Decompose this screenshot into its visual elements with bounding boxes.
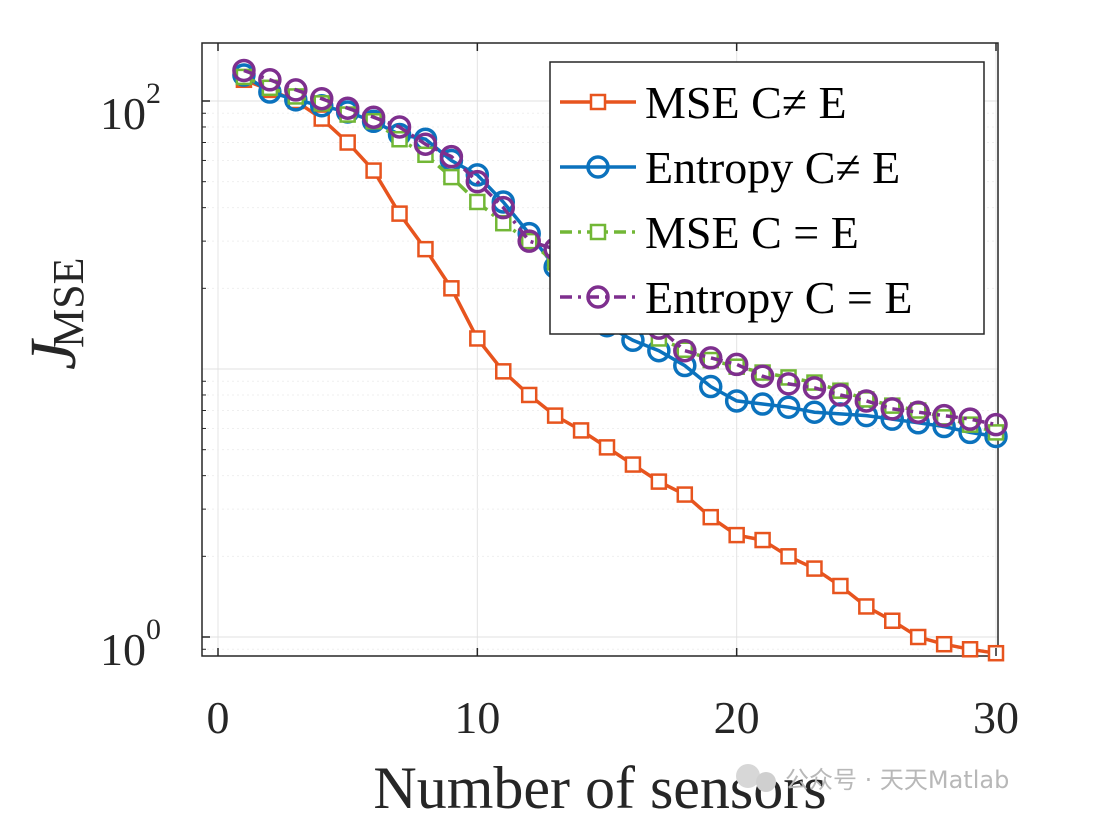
data-point (750, 392, 775, 416)
legend-label: MSE C≠ E (645, 77, 847, 128)
data-point (806, 560, 823, 577)
data-point (932, 403, 956, 428)
legend-marker (586, 285, 610, 309)
data-point (724, 352, 749, 377)
legend-entries: MSE C≠ E Entropy C≠ E MSE C = E Entropy C =… (560, 77, 912, 323)
legend-label: Entropy C = E (645, 272, 912, 323)
data-point (780, 548, 797, 565)
data-point (650, 473, 668, 490)
legend-box (549, 61, 985, 335)
data-point (880, 397, 905, 421)
data-point (754, 531, 771, 549)
legend-label: Entropy C≠ E (645, 142, 900, 193)
data-point (776, 395, 801, 419)
watermark: 公众号 · 天天Matlab (736, 764, 1009, 794)
data-point (413, 132, 438, 156)
data-point (491, 195, 516, 220)
data-point (232, 58, 256, 83)
data-point (495, 363, 512, 380)
legend: MSE C≠ E Entropy C≠ E MSE C = E Entropy C =… (549, 61, 985, 335)
data-point (832, 577, 849, 595)
data-point (572, 422, 590, 439)
data-point (858, 598, 875, 615)
y-tick-label-exponent: 2 (146, 77, 161, 110)
data-point (443, 168, 460, 186)
data-point (750, 364, 775, 388)
data-point (387, 115, 412, 139)
data-point (728, 526, 745, 544)
data-point (520, 386, 538, 404)
watermark-text: 公众号 · 天天Matlab (785, 766, 1009, 794)
data-point (935, 635, 953, 653)
legend-entry: Entropy C≠ E (560, 142, 900, 193)
data-point (958, 407, 982, 431)
x-tick-label: 0 (207, 692, 230, 743)
data-point (469, 193, 486, 211)
x-tick-label: 10 (454, 692, 500, 743)
data-point (284, 78, 308, 102)
data-point (698, 346, 723, 370)
plot-frame (201, 42, 999, 657)
data-point (335, 96, 360, 120)
watermark-logo-icon-part (756, 772, 776, 792)
data-point (676, 486, 694, 503)
y-axis-label-main: J (17, 338, 90, 370)
data-point (391, 205, 408, 222)
data-point (443, 280, 460, 297)
data-point (365, 162, 382, 179)
data-point (417, 240, 434, 258)
x-tick-label: 20 (714, 692, 760, 743)
data-point (258, 68, 282, 92)
data-point (361, 105, 386, 129)
data-point (546, 407, 564, 424)
data-point (984, 412, 1008, 437)
data-point (802, 400, 827, 424)
data-point (673, 338, 697, 363)
legend-entry: Entropy C = E (560, 272, 912, 323)
data-point (858, 391, 875, 408)
watermark-logo-icon (736, 764, 760, 788)
y-axis-label-subscript: MSE (44, 258, 93, 348)
data-point (802, 376, 827, 400)
legend-entry: MSE C≠ E (560, 77, 847, 128)
data-point (884, 612, 901, 629)
data-point (961, 641, 979, 658)
data-point (469, 330, 486, 347)
data-point (854, 389, 879, 413)
data-point (828, 383, 853, 407)
data-point (517, 229, 541, 253)
legend-entry: MSE C = E (560, 207, 859, 258)
legend-label: MSE C = E (645, 207, 859, 258)
data-point (906, 400, 930, 424)
data-point (724, 389, 749, 413)
y-tick-label-exponent: 0 (146, 613, 161, 646)
data-point (776, 372, 801, 396)
x-tick-label: 30 (973, 692, 1019, 743)
legend-marker (589, 223, 607, 241)
data-point (698, 374, 723, 399)
legend-marker (586, 155, 610, 179)
data-point (465, 169, 490, 194)
data-point (465, 163, 490, 187)
legend-marker (589, 93, 607, 111)
y-axis-label: J MSE (17, 258, 93, 370)
data-point (309, 86, 334, 111)
y-tick-label: 10 (100, 88, 146, 139)
data-point (598, 439, 616, 456)
data-point (439, 144, 464, 169)
data-point (909, 628, 927, 646)
y-tick-label: 10 (100, 624, 146, 675)
data-point (339, 134, 356, 151)
data-point (702, 508, 719, 526)
data-point (624, 456, 642, 473)
